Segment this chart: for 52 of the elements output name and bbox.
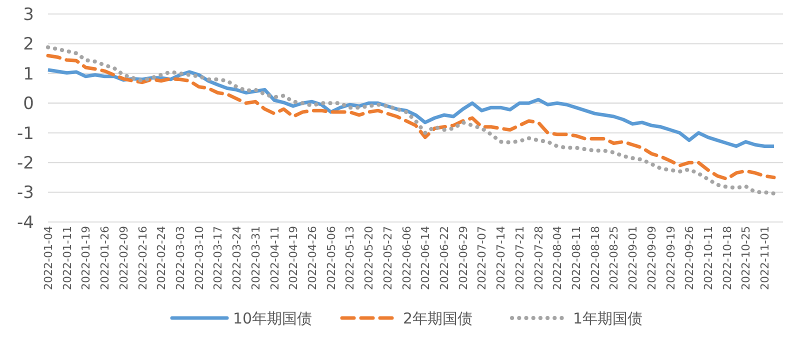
y-tick-label: 2 <box>23 34 34 55</box>
x-tick-label: 2022-08-25 <box>608 226 621 290</box>
x-tick-label: 2022-05-20 <box>362 226 376 290</box>
x-tick-label: 2022-02-09 <box>117 226 130 290</box>
x-tick-label: 2022-08-04 <box>551 226 564 290</box>
x-tick-label: 2022-01-04 <box>42 226 55 290</box>
x-tick-label: 2022-06-06 <box>400 226 414 290</box>
x-tick-label: 2022-02-16 <box>136 226 150 290</box>
y-tick-label: -2 <box>17 154 34 174</box>
x-tick-label: 2022-07-07 <box>476 226 489 290</box>
x-tick-label: 2022-09-09 <box>645 226 658 290</box>
x-tick-label: 2022-09-19 <box>664 226 678 290</box>
x-tick-label: 2022-09-26 <box>683 226 696 290</box>
x-tick-label: 2022-10-25 <box>740 226 753 290</box>
legend-label: 10年期国债 <box>233 309 312 328</box>
x-tick-label: 2022-08-18 <box>588 226 602 290</box>
x-tick-label: 2022-05-06 <box>324 226 338 290</box>
x-tick-label: 2022-01-26 <box>98 226 112 290</box>
line-series <box>46 54 776 181</box>
x-tick-label: 2022-05-13 <box>344 226 357 290</box>
line-series <box>46 45 776 196</box>
x-tick-label: 2022-03-24 <box>230 226 244 290</box>
x-tick-label: 2022-09-01 <box>626 226 640 290</box>
x-tick-label: 2022-06-22 <box>438 226 451 290</box>
y-tick-label: -3 <box>17 183 34 204</box>
x-tick-label: 2022-07-28 <box>532 226 546 290</box>
x-tick-label: 2022-04-19 <box>287 226 300 290</box>
x-tick-label: 2022-06-29 <box>456 226 470 290</box>
legend-label: 1年期国债 <box>573 309 643 328</box>
x-tick-label: 2022-04-26 <box>306 226 319 290</box>
x-tick-label: 2022-11-01 <box>758 226 772 290</box>
x-tick-label: 2022-03-10 <box>192 226 206 290</box>
y-tick-label: 1 <box>23 64 34 84</box>
x-tick-label: 2022-03-31 <box>249 226 262 290</box>
y-tick-label: -4 <box>17 212 34 233</box>
x-tick-label: 2022-01-19 <box>80 226 93 290</box>
x-tick-label: 2022-04-11 <box>268 226 282 290</box>
x-tick-label: 2022-06-14 <box>419 226 432 290</box>
x-tick-label: 2022-03-03 <box>174 226 187 290</box>
y-tick-label: 0 <box>23 94 34 114</box>
x-tick-label: 2022-03-17 <box>212 226 225 290</box>
x-tick-label: 2022-02-24 <box>155 226 168 290</box>
x-tick-label: 2022-07-21 <box>513 226 526 290</box>
x-tick-label: 2022-08-11 <box>570 226 583 290</box>
x-tick-label: 2022-10-18 <box>720 226 734 290</box>
x-tick-label: 2022-10-11 <box>702 226 715 290</box>
y-tick-label: 3 <box>23 4 34 25</box>
x-tick-label: 2022-07-14 <box>494 226 508 290</box>
x-tick-label: 2022-01-11 <box>60 226 74 290</box>
legend-label: 2年期国债 <box>403 309 473 328</box>
x-tick-label: 2022-05-27 <box>381 226 394 290</box>
y-tick-label: -1 <box>17 124 34 144</box>
